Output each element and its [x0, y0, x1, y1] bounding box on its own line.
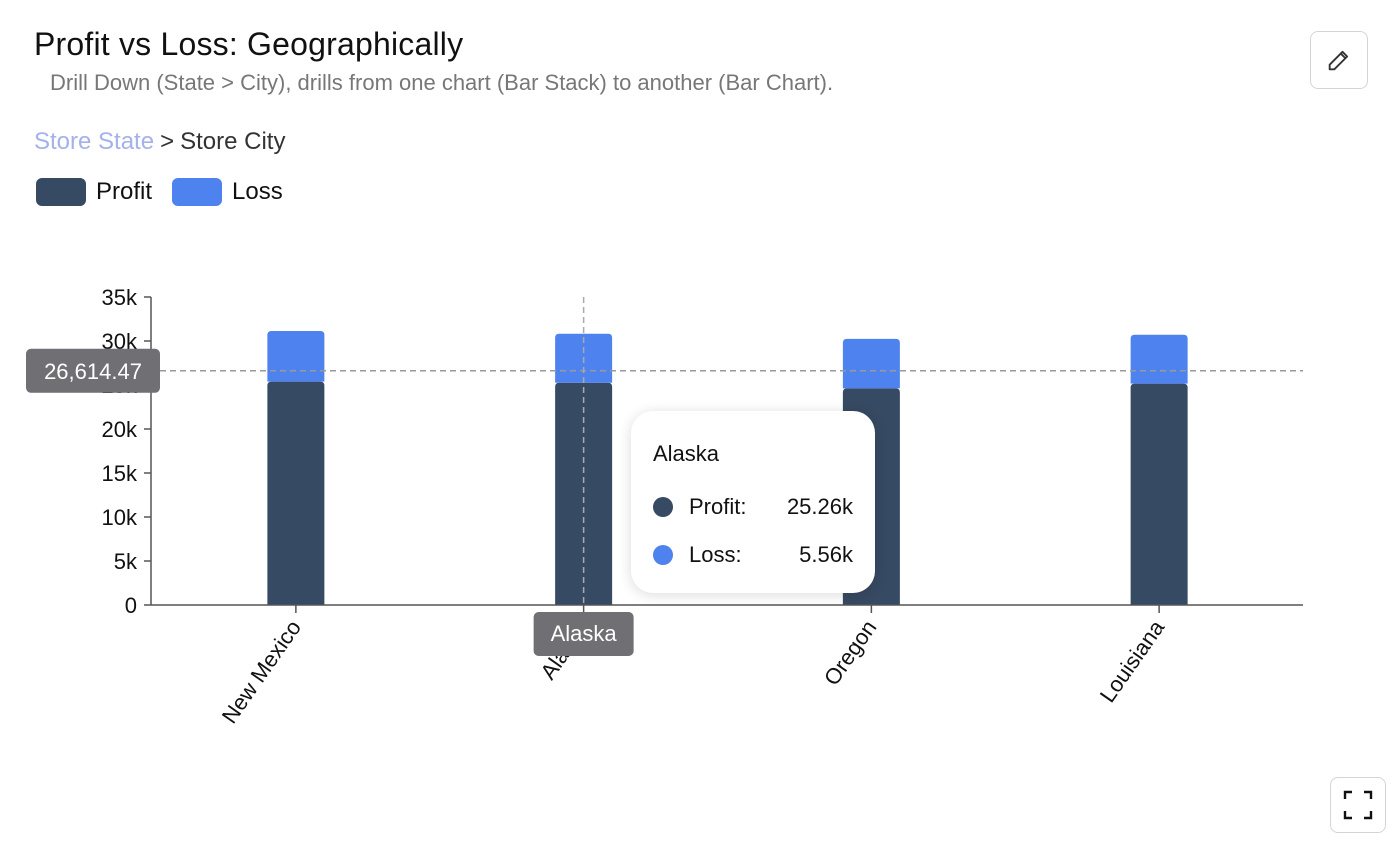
tooltip-dot-loss	[653, 545, 673, 565]
bar-profit	[267, 381, 325, 605]
y-tick-label: 10k	[102, 505, 138, 530]
pencil-icon	[1328, 50, 1349, 71]
crosshair-y-badge	[26, 348, 160, 393]
legend-label-loss: Loss	[232, 178, 283, 205]
legend-label-profit: Profit	[96, 178, 153, 205]
tooltip-label-profit: Profit:	[689, 494, 747, 519]
chart-tooltip: Alaska Profit: 25.26k Loss: 5.56k	[631, 411, 875, 593]
bar-loss	[842, 338, 900, 389]
x-tick-label: Louisiana	[1095, 615, 1170, 707]
legend-item-loss[interactable]: Loss	[172, 178, 283, 206]
chart-subtitle: Drill Down (State > City), drills from o…	[50, 70, 834, 95]
bar-profit	[1130, 383, 1188, 605]
y-tick-label: 5k	[114, 549, 138, 574]
y-tick-label: 0	[125, 593, 137, 618]
tooltip-row-profit: Profit: 25.26k	[653, 483, 853, 531]
breadcrumb-store-state[interactable]: Store State	[34, 128, 155, 155]
tooltip-dot-profit	[653, 497, 673, 517]
breadcrumb: Store State > Store City	[34, 128, 285, 156]
chart-title: Profit vs Loss: Geographically	[34, 26, 464, 62]
edit-button[interactable]	[1310, 31, 1368, 89]
x-tick-label: New Mexico	[217, 616, 306, 728]
tooltip-title: Alaska	[653, 441, 720, 466]
breadcrumb-separator: >	[160, 128, 175, 155]
tooltip-row-loss: Loss: 5.56k	[653, 531, 853, 579]
legend-swatch-profit	[36, 178, 86, 206]
y-tick-label: 15k	[102, 461, 138, 486]
bar-profit	[555, 382, 613, 605]
tooltip-value-profit: 25.26k	[786, 494, 853, 519]
crosshair-x-badge	[533, 612, 634, 656]
breadcrumb-store-city: Store City	[180, 128, 286, 155]
y-tick-label: 35k	[102, 285, 138, 310]
chart-legend: Profit Loss	[36, 178, 303, 206]
bar-loss	[267, 330, 325, 382]
crosshair-x-label: Alaska	[551, 621, 618, 646]
fullscreen-icon	[1343, 790, 1373, 820]
bar-loss	[1130, 334, 1188, 384]
x-tick-label: Oregon	[819, 616, 882, 690]
y-tick-label: 20k	[102, 417, 138, 442]
legend-item-profit[interactable]: Profit	[36, 178, 152, 206]
fullscreen-button[interactable]	[1330, 777, 1386, 833]
legend-swatch-loss	[172, 178, 223, 206]
crosshair-y-label: 26,614.47	[44, 359, 142, 384]
tooltip-label-loss: Loss:	[689, 542, 742, 567]
tooltip-value-loss: 5.56k	[799, 542, 853, 567]
